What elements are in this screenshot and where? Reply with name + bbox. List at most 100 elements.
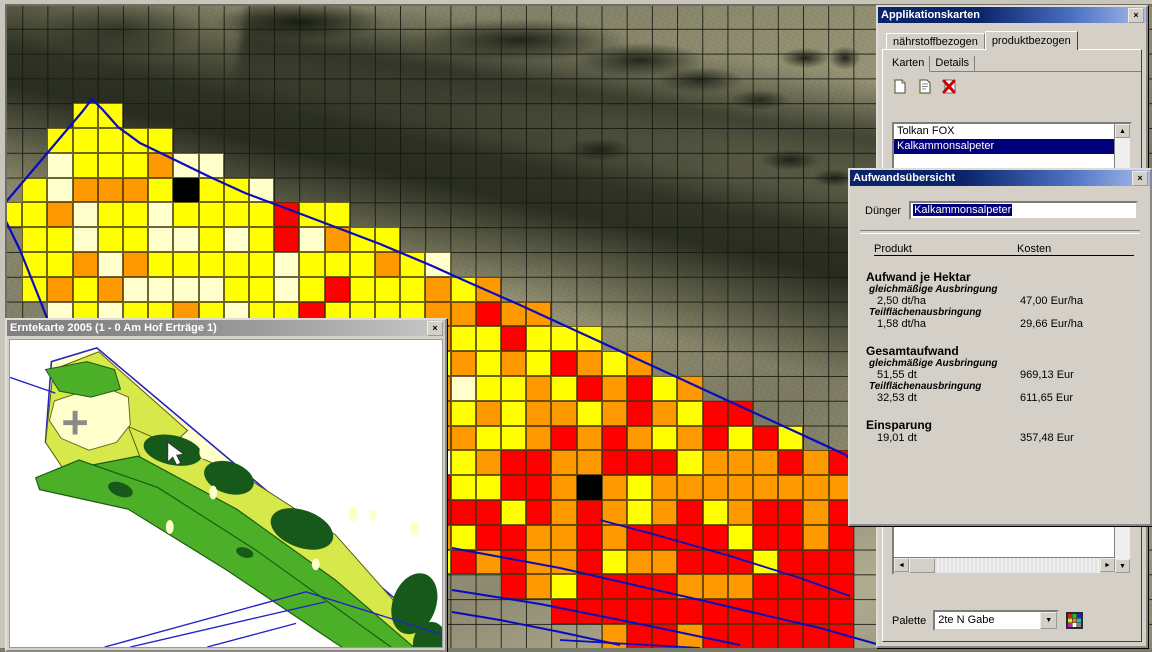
- raster-cell[interactable]: [198, 177, 224, 203]
- raster-cell[interactable]: [400, 252, 426, 277]
- applikationskarten-tabstrip[interactable]: nährstoffbezogen produktbezogen: [882, 31, 1078, 50]
- raster-cell[interactable]: [274, 252, 300, 277]
- raster-cell[interactable]: [173, 152, 199, 178]
- raster-cell[interactable]: [450, 500, 476, 525]
- raster-cell[interactable]: [97, 276, 123, 302]
- raster-cell[interactable]: [576, 524, 602, 550]
- raster-cell[interactable]: [551, 450, 577, 476]
- karten-toolbar[interactable]: [892, 78, 1141, 95]
- raster-cell[interactable]: [123, 202, 149, 228]
- raster-cell[interactable]: [526, 425, 552, 451]
- duenger-row[interactable]: Dünger Kalkammonsalpeter: [865, 201, 1138, 220]
- raster-cell[interactable]: [576, 376, 602, 401]
- raster-cell[interactable]: [627, 549, 653, 575]
- raster-cell[interactable]: [627, 475, 653, 500]
- raster-cell[interactable]: [148, 252, 174, 277]
- raster-cell[interactable]: [601, 475, 627, 500]
- raster-cell[interactable]: [123, 177, 149, 203]
- raster-cell[interactable]: [652, 574, 678, 600]
- raster-cell[interactable]: [501, 450, 527, 476]
- raster-cell[interactable]: [803, 599, 829, 624]
- raster-cell[interactable]: [627, 400, 653, 426]
- raster-cell[interactable]: [475, 301, 501, 327]
- raster-cell[interactable]: [97, 177, 123, 203]
- raster-cell[interactable]: [601, 351, 627, 376]
- raster-cell[interactable]: [576, 500, 602, 525]
- raster-cell[interactable]: [778, 549, 804, 575]
- raster-cell[interactable]: [576, 599, 602, 624]
- raster-cell[interactable]: [803, 574, 829, 600]
- raster-cell[interactable]: [501, 301, 527, 327]
- raster-cell[interactable]: [702, 450, 728, 476]
- raster-cell[interactable]: [627, 425, 653, 451]
- raster-cell[interactable]: [450, 400, 476, 426]
- raster-cell[interactable]: [501, 549, 527, 575]
- raster-cell[interactable]: [803, 500, 829, 525]
- raster-cell[interactable]: [828, 549, 854, 575]
- raster-cell[interactable]: [173, 276, 199, 302]
- raster-cell[interactable]: [249, 202, 275, 228]
- raster-cell[interactable]: [652, 450, 678, 476]
- raster-cell[interactable]: [22, 276, 48, 302]
- delete-map-icon[interactable]: [942, 78, 957, 95]
- raster-cell[interactable]: [526, 549, 552, 575]
- raster-cell[interactable]: [450, 425, 476, 451]
- raster-cell[interactable]: [198, 202, 224, 228]
- raster-cell[interactable]: [501, 500, 527, 525]
- raster-cell[interactable]: [702, 475, 728, 500]
- raster-cell[interactable]: [148, 177, 174, 203]
- raster-cell[interactable]: [576, 450, 602, 476]
- raster-cell[interactable]: [400, 276, 426, 302]
- raster-cell[interactable]: [97, 128, 123, 153]
- raster-cell[interactable]: [652, 400, 678, 426]
- hscroll-thumb[interactable]: [909, 558, 935, 573]
- raster-cell[interactable]: [501, 574, 527, 600]
- raster-cell[interactable]: [551, 599, 577, 624]
- raster-cell[interactable]: [551, 574, 577, 600]
- raster-cell[interactable]: [627, 450, 653, 476]
- list-item[interactable]: Kalkammonsalpeter: [894, 139, 1130, 154]
- raster-cell[interactable]: [551, 351, 577, 376]
- raster-cell[interactable]: [551, 549, 577, 575]
- raster-cell[interactable]: [97, 152, 123, 178]
- raster-cell[interactable]: [475, 351, 501, 376]
- raster-cell[interactable]: [576, 549, 602, 575]
- raster-cell[interactable]: [778, 599, 804, 624]
- raster-cell[interactable]: [450, 376, 476, 401]
- erntekarte-window[interactable]: Erntekarte 2005 (1 - 0 Am Hof Erträge 1)…: [5, 318, 447, 652]
- raster-cell[interactable]: [526, 574, 552, 600]
- raster-cell[interactable]: [778, 500, 804, 525]
- raster-cell[interactable]: [677, 574, 703, 600]
- raster-cell[interactable]: [677, 624, 703, 648]
- raster-cell[interactable]: [22, 202, 48, 228]
- raster-cell[interactable]: [627, 624, 653, 648]
- raster-cell[interactable]: [601, 524, 627, 550]
- raster-cell[interactable]: [249, 227, 275, 252]
- raster-cell[interactable]: [526, 475, 552, 500]
- raster-cell[interactable]: [828, 624, 854, 648]
- raster-cell[interactable]: [501, 376, 527, 401]
- raster-cell[interactable]: [677, 376, 703, 401]
- raster-cell[interactable]: [727, 624, 753, 648]
- raster-cell[interactable]: [450, 524, 476, 550]
- raster-cell[interactable]: [778, 574, 804, 600]
- raster-cell[interactable]: [475, 326, 501, 352]
- raster-cell[interactable]: [526, 326, 552, 352]
- raster-cell[interactable]: [601, 549, 627, 575]
- raster-cell[interactable]: [601, 624, 627, 648]
- raster-cell[interactable]: [223, 227, 249, 252]
- raster-cell[interactable]: [47, 227, 73, 252]
- raster-cell[interactable]: [652, 500, 678, 525]
- raster-cell[interactable]: [198, 227, 224, 252]
- raster-cell[interactable]: [72, 177, 98, 203]
- raster-cell[interactable]: [501, 400, 527, 426]
- raster-cell[interactable]: [97, 103, 123, 128]
- raster-cell[interactable]: [148, 276, 174, 302]
- raster-cell[interactable]: [299, 276, 325, 302]
- raster-cell[interactable]: [22, 252, 48, 277]
- raster-cell[interactable]: [375, 276, 401, 302]
- applikationskarten-titlebar[interactable]: Applikationskarten ×: [878, 7, 1146, 23]
- aufwandsuebersicht-window[interactable]: Aufwandsübersicht × Dünger Kalkammonsalp…: [848, 168, 1152, 526]
- raster-cell[interactable]: [72, 202, 98, 228]
- raster-cell[interactable]: [501, 475, 527, 500]
